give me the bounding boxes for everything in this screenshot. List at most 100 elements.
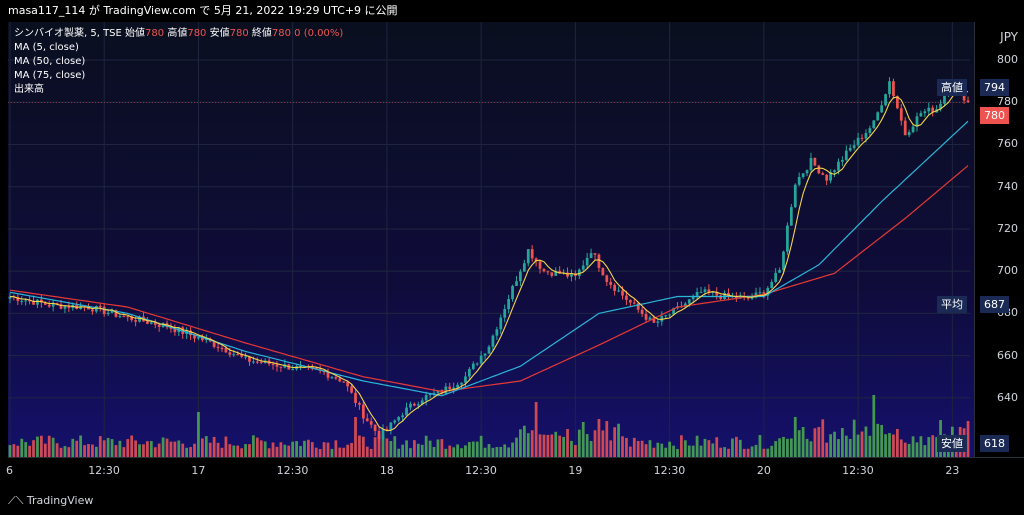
volume-bar <box>318 448 322 457</box>
volume-bar <box>295 441 298 457</box>
volume-bar <box>405 440 408 457</box>
volume-bar <box>585 434 589 457</box>
volume-bar <box>342 447 346 457</box>
volume-bar <box>401 444 404 457</box>
candle-body <box>47 304 51 307</box>
legend-symbol-line: シンバイオ製薬, 5, TSE 始値780 高値780 安値780 終値780 … <box>14 27 343 41</box>
volume-bar <box>424 435 428 457</box>
y-tick-label: 720 <box>997 221 1018 235</box>
candle-body <box>919 113 923 117</box>
volume-bar <box>844 435 848 457</box>
candle-body <box>664 315 668 317</box>
currency-label: JPY <box>1000 30 1018 44</box>
y-tick-label: 780 <box>997 95 1018 109</box>
candle-body <box>711 291 715 293</box>
volume-bar <box>153 447 157 457</box>
candle-body <box>224 347 228 353</box>
candle-body <box>789 207 793 226</box>
volume-bar <box>711 443 715 457</box>
candle-body <box>566 272 569 277</box>
volume-bar <box>542 434 546 457</box>
candle-body <box>361 404 365 419</box>
volume-bar <box>742 448 746 457</box>
volume-bar <box>554 431 558 457</box>
volume-bar <box>24 442 28 457</box>
candle-body <box>876 112 880 121</box>
candle-body <box>326 372 330 378</box>
volume-bar <box>487 444 491 457</box>
volume-bar <box>420 444 424 457</box>
candle-body <box>554 270 558 276</box>
candle-body <box>24 300 28 302</box>
volume-bar <box>495 446 499 457</box>
volume-bar <box>130 435 134 457</box>
time-axis[interactable] <box>8 457 1024 488</box>
legend-ma5[interactable]: MA (5, close) <box>14 42 79 53</box>
candle-body <box>212 341 216 347</box>
legend-ma75[interactable]: MA (75, close) <box>14 70 86 81</box>
candle-body <box>837 161 840 171</box>
volume-bar <box>852 419 856 457</box>
volume-bar <box>369 448 373 457</box>
volume-bar <box>381 437 385 457</box>
candle-body <box>55 303 59 305</box>
candle-body <box>471 363 475 370</box>
candle-body <box>927 107 931 112</box>
volume-bar <box>43 443 47 457</box>
candle-body <box>848 147 852 151</box>
legend-close-label: 終値 <box>251 28 272 39</box>
candle-body <box>487 346 491 354</box>
volume-bar <box>314 447 318 457</box>
candle-body <box>778 270 781 273</box>
x-tick-label: 6 <box>5 464 13 477</box>
volume-bar <box>32 440 35 457</box>
candle-body <box>636 303 640 310</box>
candle-body <box>534 258 538 262</box>
candle-body <box>734 296 738 299</box>
volume-bar <box>204 436 208 457</box>
candle-body <box>102 306 106 315</box>
candle-body <box>648 317 652 320</box>
y-tick-label: 660 <box>997 348 1018 362</box>
volume-bar <box>79 435 83 457</box>
volume-bar <box>16 445 20 457</box>
legend-ma50[interactable]: MA (50, close) <box>14 56 86 67</box>
candle-body <box>632 302 636 304</box>
candle-body <box>593 253 597 255</box>
volume-bar <box>47 435 51 457</box>
candle-body <box>844 150 848 160</box>
legend-volume[interactable]: 出来高 <box>14 84 44 95</box>
volume-bar <box>110 439 114 457</box>
volume-bar <box>208 442 212 457</box>
volume-bar <box>872 395 876 457</box>
volume-bar <box>515 437 518 457</box>
volume-bar <box>118 440 122 457</box>
candle-body <box>291 369 295 371</box>
volume-bar <box>762 448 766 457</box>
volume-bar <box>931 435 935 457</box>
candle-body <box>597 254 601 268</box>
volume-bar <box>220 447 224 457</box>
volume-bar <box>805 438 809 457</box>
volume-bar <box>416 443 420 457</box>
volume-bar <box>40 435 43 457</box>
volume-bar <box>365 446 369 457</box>
candle-body <box>899 108 903 121</box>
candle-body <box>130 316 134 321</box>
candle-body <box>793 184 797 208</box>
volume-bar <box>491 447 495 457</box>
volume-bar <box>122 447 126 457</box>
candle-body <box>691 295 695 300</box>
candle-body <box>373 424 377 432</box>
candle-body <box>244 356 247 358</box>
candle-body <box>809 157 813 171</box>
volume-bar <box>911 436 915 457</box>
volume-bar <box>534 402 538 457</box>
volume-bar <box>385 438 389 457</box>
candle-body <box>695 292 699 296</box>
volume-bar <box>228 444 232 457</box>
tradingview-logo[interactable]: ⟋⟍ TradingView <box>8 494 93 508</box>
volume-bar <box>71 438 75 457</box>
volume-bar <box>727 448 730 457</box>
